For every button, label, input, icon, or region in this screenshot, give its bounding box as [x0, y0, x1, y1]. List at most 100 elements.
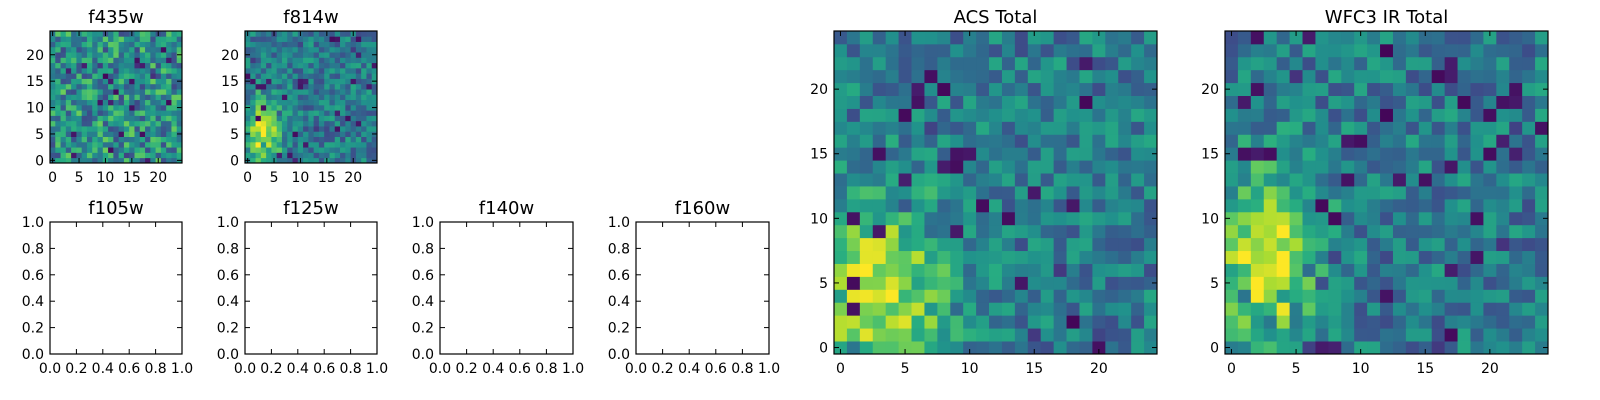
heatmap-cell: [255, 136, 262, 143]
heatmap-cell: [355, 89, 362, 95]
heatmap-cell: [123, 136, 130, 143]
heatmap-cell: [1483, 95, 1497, 109]
heatmap-cell: [898, 263, 912, 277]
heatmap-cell: [150, 136, 156, 143]
heatmap-cell: [1066, 328, 1080, 342]
heatmap-cell: [50, 110, 56, 116]
heatmap-cell: [1027, 31, 1042, 45]
heatmap-cell: [145, 110, 151, 116]
heatmap-cell: [276, 83, 283, 90]
heatmap-cell: [81, 136, 88, 143]
heatmap-cell: [150, 104, 156, 111]
heatmap-cell: [60, 152, 67, 159]
heatmap-cell: [1444, 224, 1458, 239]
heatmap-cell: [1237, 108, 1252, 122]
heatmap-cell: [255, 67, 262, 74]
heatmap-cell: [1276, 289, 1290, 303]
heatmap-cell: [1053, 134, 1067, 148]
heatmap-cell: [55, 31, 61, 37]
heatmap-cell: [371, 89, 378, 95]
heatmap-cell: [276, 46, 283, 53]
heatmap-cell: [250, 46, 256, 53]
heatmap-cell: [260, 73, 267, 79]
heatmap-cell: [924, 211, 938, 226]
heatmap-cell: [937, 134, 951, 148]
heatmap-cell: [1263, 198, 1278, 213]
heatmap-cell: [1535, 56, 1549, 71]
heatmap-cell: [1457, 289, 1471, 303]
heatmap-cell: [318, 115, 325, 122]
heatmap-cell: [1001, 121, 1016, 135]
heatmap-cell: [366, 52, 373, 58]
heatmap-cell: [1118, 31, 1132, 45]
heatmap-cell: [260, 52, 267, 58]
heatmap-cell: [1302, 95, 1316, 109]
heatmap-cell: [1105, 82, 1119, 96]
heatmap-cell: [1367, 69, 1381, 84]
x-tick-label: 0.6: [509, 361, 531, 377]
heatmap-cell: [1014, 302, 1029, 316]
heatmap-cell: [1418, 82, 1433, 96]
heatmap-cell: [345, 73, 351, 79]
heatmap-cell: [1470, 173, 1484, 187]
heatmap-cell: [303, 36, 309, 42]
heatmap-cell: [1263, 173, 1278, 187]
heatmap-cell: [1250, 198, 1265, 213]
heatmap-cell: [1001, 56, 1016, 71]
heatmap-cell: [340, 152, 346, 159]
heatmap-cell: [102, 136, 109, 143]
heatmap-cell: [872, 250, 887, 264]
y-tick-label: 0: [819, 341, 828, 357]
heatmap-cell: [108, 110, 114, 116]
heatmap-cell: [150, 57, 156, 64]
heatmap-cell: [1079, 43, 1093, 58]
heatmap-cell: [1522, 56, 1536, 71]
heatmap-cell: [1483, 224, 1497, 239]
heatmap-cell: [345, 104, 351, 111]
heatmap-cell: [350, 36, 357, 42]
heatmap-cell: [329, 157, 336, 164]
heatmap-cell: [86, 147, 93, 153]
heatmap-cell: [361, 67, 367, 74]
heatmap-cell: [898, 108, 912, 122]
heatmap-cell: [950, 224, 964, 239]
heatmap-cell: [976, 224, 990, 239]
heatmap-cell: [963, 69, 977, 84]
heatmap-cell: [329, 73, 336, 79]
heatmap-cell: [76, 52, 83, 58]
heatmap-cell: [65, 157, 72, 164]
heatmap-cell: [155, 83, 162, 90]
heatmap-cell: [1118, 276, 1132, 290]
heatmap-cell: [324, 131, 330, 137]
heatmap-cell: [911, 173, 925, 187]
heatmap-cell: [898, 95, 912, 109]
heatmap-cell: [345, 57, 351, 64]
heatmap-cell: [287, 41, 293, 48]
heatmap-cell: [1535, 82, 1549, 96]
heatmap-cell: [859, 31, 874, 45]
heatmap-cell: [1276, 173, 1290, 187]
heatmap-cell: [340, 41, 346, 48]
heatmap-cell: [989, 43, 1003, 58]
heatmap-cell: [1302, 302, 1316, 316]
y-tick-label: 0.2: [217, 321, 239, 337]
heatmap-cell: [989, 95, 1003, 109]
heatmap-cell: [1496, 121, 1510, 135]
heatmap-cell: [989, 328, 1003, 342]
heatmap-cell: [171, 62, 178, 69]
heatmap-cell: [1118, 82, 1132, 96]
heatmap-cell: [271, 141, 278, 148]
heatmap-cell: [1380, 186, 1394, 200]
heatmap-cell: [176, 136, 183, 143]
heatmap-cell: [976, 95, 990, 109]
heatmap-cell: [1341, 315, 1355, 329]
heatmap-cell: [166, 67, 172, 74]
heatmap-cell: [1470, 121, 1484, 135]
heatmap-cell: [1496, 263, 1510, 277]
heatmap-cell: [963, 224, 977, 239]
heatmap-cell: [65, 46, 72, 53]
heatmap-cell: [1470, 95, 1484, 109]
heatmap-cell: [92, 104, 98, 111]
heatmap-cell: [1315, 341, 1329, 355]
heatmap-cell: [1522, 250, 1536, 264]
